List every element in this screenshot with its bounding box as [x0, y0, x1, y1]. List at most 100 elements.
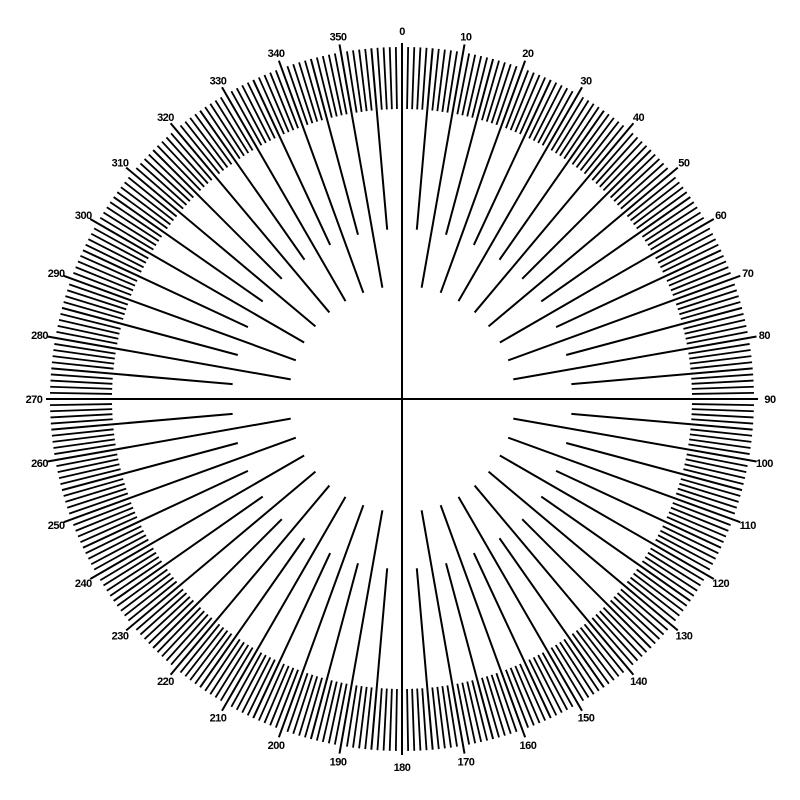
minor-tick [659, 529, 717, 560]
minor-tick [620, 167, 669, 210]
degree-label: 210 [210, 713, 227, 725]
minor-tick [358, 49, 368, 112]
minor-tick [51, 361, 114, 370]
minor-tick [689, 355, 752, 365]
degree-label: 50 [678, 158, 690, 170]
major-tick-10 [47, 335, 291, 381]
minor-tick [636, 191, 688, 230]
minor-tick [263, 74, 290, 133]
minor-tick [52, 433, 115, 443]
minor-tick [68, 283, 129, 306]
degree-label: 130 [675, 631, 692, 643]
major-tick-10 [63, 436, 297, 524]
major-tick-5 [113, 495, 264, 602]
major-tick-5 [152, 518, 283, 649]
minor-tick [65, 295, 125, 316]
minor-tick [246, 82, 276, 139]
minor-tick [406, 688, 410, 751]
major-tick-5 [61, 306, 239, 356]
minor-tick [58, 318, 120, 335]
minor-tick [554, 644, 590, 698]
minor-tick [672, 272, 731, 296]
degree-label: 100 [756, 458, 773, 470]
minor-tick [675, 492, 736, 515]
minor-tick [327, 682, 343, 744]
minor-tick [376, 47, 383, 110]
minor-tick [466, 681, 483, 743]
major-tick-10 [277, 504, 365, 738]
minor-tick [684, 463, 746, 480]
minor-tick [235, 87, 267, 144]
label-group: 0 10 20 30 40 50 60 70 80 90 100 110 120 130 140 150 160… [26, 26, 777, 774]
degree-label: 80 [759, 330, 771, 342]
minor-tick [103, 551, 157, 587]
minor-tick [327, 54, 343, 116]
minor-tick [246, 659, 276, 716]
degree-label: 340 [268, 48, 285, 60]
major-tick-10 [457, 496, 583, 712]
minor-tick [241, 84, 272, 142]
minor-tick [563, 638, 600, 692]
major-tick-10 [338, 510, 384, 754]
major-tick-10 [513, 417, 757, 463]
minor-tick [85, 525, 142, 555]
major-tick-10 [513, 335, 757, 381]
minor-tick [684, 318, 746, 335]
minor-tick [258, 663, 285, 721]
minor-tick [691, 403, 754, 407]
major-tick-5 [82, 469, 249, 549]
minor-tick [120, 572, 171, 612]
major-tick-10 [125, 166, 317, 328]
minor-tick [209, 103, 245, 157]
minor-tick [509, 667, 535, 726]
minor-tick [258, 77, 285, 135]
minor-tick [672, 502, 731, 526]
degree-label: 140 [630, 676, 647, 688]
major-tick-5 [565, 442, 743, 492]
minor-tick [143, 158, 191, 202]
degree-label: 320 [157, 112, 174, 124]
minor-tick [315, 680, 333, 741]
degree-label: 20 [522, 48, 534, 60]
minor-tick [528, 659, 558, 716]
minor-tick [647, 211, 701, 247]
major-tick-10 [420, 44, 466, 288]
major-tick-5 [565, 306, 743, 356]
minor-tick [209, 641, 245, 695]
major-tick-5 [51, 367, 233, 386]
major-tick-5 [51, 412, 233, 431]
minor-tick [382, 688, 388, 751]
major-tick-10 [63, 274, 297, 362]
degree-label: 120 [712, 578, 729, 590]
minor-tick [680, 478, 741, 497]
minor-tick [668, 511, 727, 538]
major-tick-10 [439, 504, 527, 738]
minor-tick [514, 665, 541, 724]
minor-tick [54, 443, 116, 455]
minor-tick [106, 206, 160, 242]
minor-tick [77, 511, 136, 538]
minor-tick [194, 633, 233, 685]
minor-tick [591, 617, 634, 666]
minor-tick [57, 324, 119, 340]
minor-tick [690, 361, 753, 370]
minor-tick [53, 349, 115, 360]
minor-tick [56, 330, 118, 345]
minor-tick [668, 260, 727, 287]
minor-tick [143, 596, 191, 640]
minor-tick [633, 186, 684, 226]
major-tick-5 [521, 149, 652, 280]
minor-tick [670, 266, 729, 292]
minor-tick [641, 560, 695, 597]
minor-tick [571, 113, 610, 165]
minor-tick [60, 312, 121, 330]
minor-tick [106, 556, 160, 592]
major-tick-5 [370, 568, 389, 750]
minor-tick [421, 47, 428, 110]
minor-tick [481, 60, 500, 121]
degree-label: 280 [31, 330, 48, 342]
degree-label: 250 [48, 520, 65, 532]
minor-tick [686, 330, 748, 345]
major-tick-5 [82, 249, 249, 329]
minor-tick [421, 688, 428, 751]
